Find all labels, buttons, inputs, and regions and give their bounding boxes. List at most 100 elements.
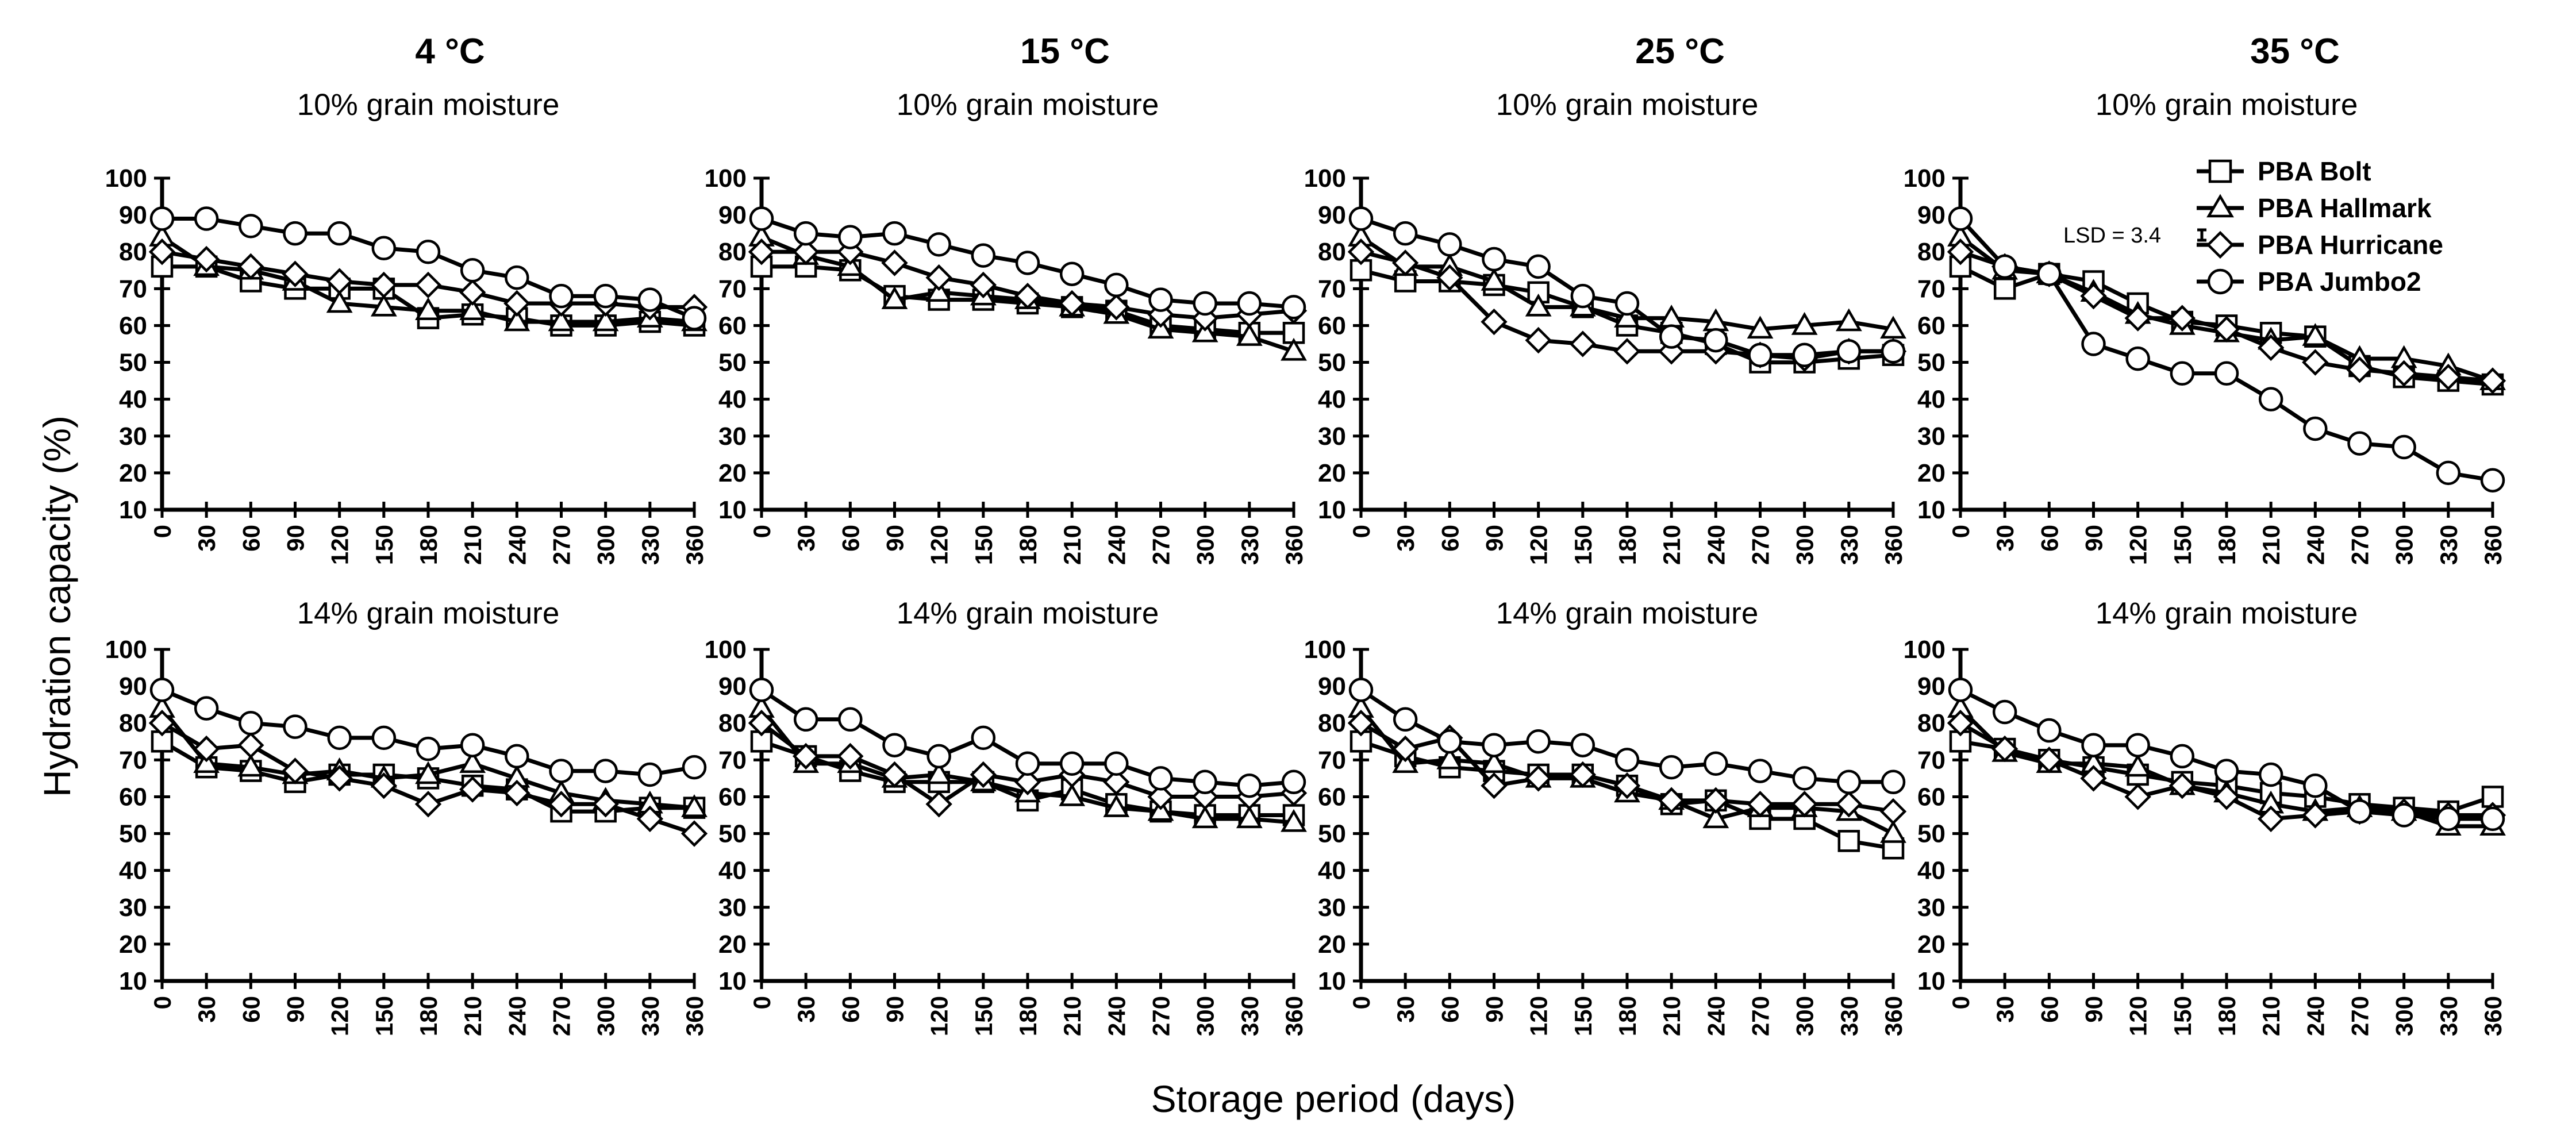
data-point-pba-hurricane-60 [237, 253, 264, 280]
data-point-pba-jumbo2-60 [1437, 729, 1462, 754]
panel-1-subtitle: 10% grain moisture [297, 88, 560, 122]
y-tick-label-90: 90 [1917, 672, 1946, 701]
y-tick-label-60: 60 [1917, 311, 1946, 340]
x-tick-label-240: 240 [1702, 996, 1729, 1036]
data-point-pba-hurricane-30 [1391, 249, 1419, 276]
x-tick-label-150: 150 [2169, 525, 2196, 565]
data-point-pba-hurricane-180 [414, 791, 442, 818]
data-point-pba-jumbo2-60 [239, 214, 263, 238]
data-point-pba-jumbo2-210 [1059, 261, 1085, 286]
data-point-pba-jumbo2-60 [1437, 232, 1462, 257]
data-point-pba-hallmark-270 [548, 308, 575, 332]
data-point-pba-jumbo2-330 [2436, 460, 2461, 486]
data-point-pba-hurricane-150 [370, 772, 398, 799]
series-pba-hurricane [148, 710, 708, 847]
x-tick-label-150: 150 [970, 525, 997, 565]
data-point-pba-hurricane-210 [1058, 290, 1086, 317]
data-point-pba-jumbo2-0 [149, 678, 175, 702]
y-tick-label-20: 20 [718, 459, 747, 487]
x-tick-label-330: 330 [1236, 996, 1263, 1036]
data-point-pba-hurricane-180 [414, 271, 442, 299]
data-point-pba-jumbo2-360 [1281, 769, 1306, 795]
data-point-pba-jumbo2-330 [1836, 339, 1862, 364]
x-tick-label-0: 0 [1348, 525, 1375, 538]
data-point-pba-jumbo2-240 [1704, 328, 1728, 353]
data-point-pba-hallmark-360 [1880, 820, 1906, 843]
data-point-pba-hurricane-330 [636, 805, 664, 833]
data-point-pba-jumbo2-150 [2170, 744, 2195, 769]
x-tick-label-120: 120 [1525, 996, 1552, 1036]
x-tick-label-60: 60 [2036, 996, 2063, 1023]
y-tick-label-40: 40 [119, 857, 147, 885]
lsd-annotation: LSD = 3.4 [2063, 224, 2206, 248]
data-point-pba-jumbo2-120 [926, 232, 951, 257]
data-point-pba-jumbo2-180 [1015, 251, 1040, 275]
x-tick-label-120: 120 [1525, 525, 1552, 565]
data-point-pba-hurricane-210 [459, 279, 486, 306]
data-point-pba-jumbo2-180 [2214, 361, 2239, 386]
x-tick-label-360: 360 [2479, 525, 2506, 565]
data-point-pba-jumbo2-360 [2480, 468, 2505, 492]
panel-6: 14% grain moisture 10 20 30 40 50 60 70 80 90 100 0… [705, 597, 1308, 1036]
data-point-pba-hallmark-360 [1880, 315, 1906, 339]
data-point-pba-hallmark-180 [415, 297, 441, 321]
data-point-pba-jumbo2-0 [1348, 678, 1374, 702]
x-tick-label-30: 30 [793, 525, 820, 552]
y-tick-label-20: 20 [119, 459, 147, 487]
y-tick-label-10: 10 [718, 967, 747, 995]
y-tick-label-30: 30 [119, 894, 147, 922]
series-pba-jumbo2 [1348, 206, 1906, 367]
data-point-pba-jumbo2-300 [2392, 434, 2416, 460]
y-tick-label-60: 60 [718, 783, 747, 811]
data-point-pba-jumbo2-60 [2037, 261, 2062, 286]
x-tick-label-210: 210 [2258, 525, 2285, 565]
y-tick-label-60: 60 [718, 311, 747, 340]
data-point-pba-jumbo2-300 [1193, 769, 1217, 795]
data-point-pba-jumbo2-150 [1570, 733, 1595, 757]
x-tick-label-330: 330 [2435, 996, 2462, 1036]
y-tick-label-40: 40 [718, 386, 747, 414]
data-point-pba-hallmark-150 [370, 293, 397, 317]
x-tick-label-360: 360 [2479, 996, 2506, 1036]
y-tick-label-20: 20 [1318, 930, 1346, 959]
data-point-pba-jumbo2-0 [749, 678, 774, 702]
panel-8-subtitle: 14% grain moisture [2096, 597, 2358, 630]
data-point-pba-jumbo2-90 [882, 221, 907, 246]
x-tick-label-90: 90 [882, 525, 909, 552]
x-tick-label-180: 180 [2213, 996, 2240, 1036]
x-tick-label-120: 120 [926, 996, 953, 1036]
data-point-pba-jumbo2-30 [194, 696, 219, 721]
data-point-pba-jumbo2-120 [2125, 733, 2150, 757]
x-tick-label-180: 180 [1014, 525, 1041, 565]
y-tick-label-100: 100 [1904, 164, 1946, 193]
data-point-pba-hurricane-120 [1525, 326, 1552, 354]
series-pba-hurricane [748, 238, 1308, 332]
data-point-pba-hurricane-270 [2346, 356, 2373, 383]
data-point-pba-hurricane-240 [503, 290, 530, 317]
series-pba-jumbo2 [149, 206, 707, 330]
x-tick-label-150: 150 [371, 996, 398, 1036]
data-point-pba-hallmark-330 [1835, 308, 1862, 332]
data-point-pba-jumbo2-0 [1948, 206, 1973, 231]
data-point-pba-hurricane-120 [2124, 305, 2151, 332]
data-point-pba-jumbo2-240 [1104, 751, 1129, 776]
x-tick-label-240: 240 [1103, 525, 1130, 565]
legend-marker-circle [2207, 268, 2233, 295]
x-tick-label-270: 270 [548, 996, 575, 1036]
data-point-pba-hurricane-90 [1481, 772, 1508, 799]
y-tick-label-40: 40 [1917, 857, 1946, 885]
x-tick-label-180: 180 [415, 996, 442, 1036]
x-tick-label-330: 330 [1836, 525, 1863, 565]
x-tick-label-210: 210 [1658, 525, 1685, 565]
data-point-pba-jumbo2-0 [749, 206, 774, 231]
panel-5-subtitle: 14% grain moisture [297, 597, 560, 630]
data-point-pba-hurricane-0 [1947, 710, 1974, 737]
data-point-pba-hallmark-180 [415, 761, 441, 784]
data-point-pba-jumbo2-360 [1281, 295, 1306, 320]
x-tick-label-0: 0 [149, 525, 176, 538]
panel-5: 14% grain moisture 10 20 30 40 50 60 70 80 90 100 0… [105, 597, 708, 1036]
panel-4-subtitle: 10% grain moisture [2096, 88, 2358, 122]
y-tick-label-20: 20 [718, 930, 747, 959]
y-tick-label-30: 30 [1318, 894, 1346, 922]
data-point-pba-hurricane-270 [548, 791, 575, 818]
